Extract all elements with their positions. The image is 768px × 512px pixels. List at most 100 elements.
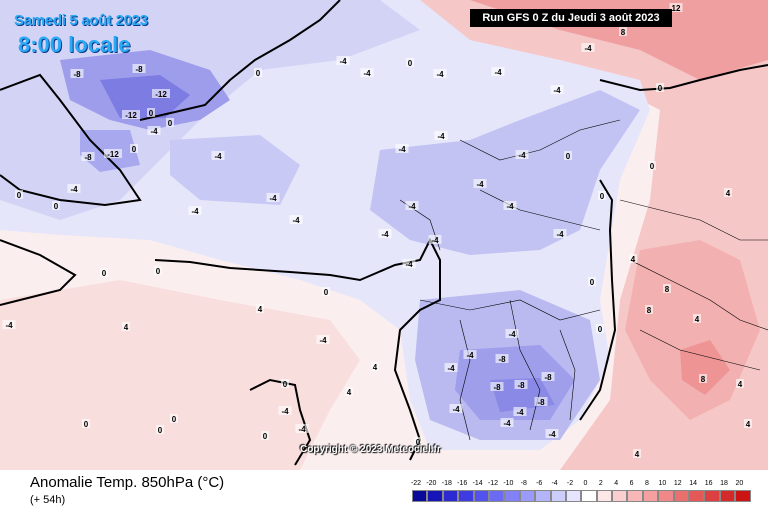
contour-label-bg (211, 151, 225, 160)
country-borders (399, 119, 768, 441)
contour-label: 0 (590, 278, 595, 287)
contour-label: -4 (452, 405, 460, 414)
contour-label: -4 (447, 364, 455, 373)
contour-label-bg (433, 69, 447, 78)
contour-label-bg (619, 27, 627, 36)
scale-tick-label: 18 (720, 480, 728, 487)
contour-label: 0 (598, 325, 603, 334)
contour-label: 0 (172, 415, 177, 424)
contour-label: 0 (156, 267, 161, 276)
anomaly-map: -8-8-12-12-12-8-400-4000-4-4-4-4-4-40-4-… (0, 0, 768, 470)
contour-label: -4 (408, 202, 416, 211)
contour-label: 0 (408, 59, 413, 68)
scale-swatch (735, 490, 751, 502)
contour-label: -4 (292, 216, 300, 225)
contour-label-bg (514, 380, 528, 389)
contour-label: -4 (5, 321, 13, 330)
contour-label: 0 (324, 288, 329, 297)
contour-label-bg (434, 131, 448, 140)
contour-label-bg (648, 161, 656, 170)
contour-label: -4 (70, 185, 78, 194)
border-line (479, 189, 601, 231)
forecast-lead-time: (+ 54h) (30, 494, 66, 506)
contour-label: 0 (132, 145, 137, 154)
contour-label-bg (256, 304, 264, 313)
contour-label: -4 (191, 207, 199, 216)
contour-label-bg (581, 43, 595, 52)
contour-label: -4 (476, 180, 484, 189)
contour-label: 0 (84, 420, 89, 429)
contour-label-bg (564, 151, 572, 160)
scale-tick-label: 4 (614, 480, 619, 487)
contour-label-bg (669, 3, 683, 12)
contour-label: -4 (553, 86, 561, 95)
contour-label: 4 (726, 189, 731, 198)
contour-label-bg (316, 335, 330, 344)
contour-label-bg (147, 126, 161, 135)
contour-label-bg (596, 324, 604, 333)
contour-label-bg (405, 201, 419, 210)
scale-tick-label: -20 (426, 480, 437, 487)
contour-label-bg (541, 372, 555, 381)
contour-label: 4 (258, 305, 263, 314)
map-title: Anomalie Temp. 850hPa (°C) (30, 474, 225, 491)
contour-label: -8 (498, 355, 506, 364)
coastline-atlantic-islands (249, 378, 312, 466)
contour-label: -4 (298, 425, 306, 434)
contour-label: -4 (319, 336, 327, 345)
contour-label-bg (147, 108, 155, 117)
contour-label-bg (553, 229, 567, 238)
contour-labels: -8-8-12-12-12-8-400-4000-4-4-4-4-4-40-4-… (2, 3, 752, 459)
scale-tick-label: 0 (583, 480, 588, 487)
contour-label: -4 (281, 407, 289, 416)
contour-label-bg (100, 268, 108, 277)
contour-label-bg (663, 284, 671, 293)
contour-label: 0 (600, 192, 605, 201)
coastline-canada (0, 239, 77, 306)
contour-label-bg (534, 397, 548, 406)
forecast-date: Samedi 5 août 2023 (14, 12, 148, 29)
contour-label-bg (513, 407, 527, 416)
contour-label-bg (289, 215, 303, 224)
scale-tick-label: -2 (566, 480, 574, 487)
contour-label: -4 (494, 68, 502, 77)
contour-label-bg (500, 418, 514, 427)
scale-tick-label: 8 (645, 480, 649, 487)
contour-label: 8 (647, 306, 652, 315)
contour-label-bg (515, 150, 529, 159)
scale-tick-label: 16 (704, 480, 713, 487)
contour-label: 0 (650, 162, 655, 171)
scale-tick-label: -14 (472, 480, 483, 487)
contour-label: -8 (135, 65, 143, 74)
contour-label-bg (378, 229, 392, 238)
contour-label-bg (598, 191, 606, 200)
contour-label: 0 (149, 109, 154, 118)
contour-label-bg (629, 254, 637, 263)
contour-label-bg (503, 201, 517, 210)
contour-label: -4 (381, 230, 389, 239)
contour-label: -8 (544, 373, 552, 382)
contour-label-bg (490, 382, 504, 391)
border-line (559, 329, 576, 421)
contour-label-bg (266, 193, 280, 202)
contour-label-bg (414, 437, 422, 446)
contour-label: 0 (416, 438, 421, 447)
contour-label: -4 (466, 351, 474, 360)
contour-label-bg (406, 58, 414, 67)
contour-label-bg (132, 64, 146, 73)
coastline-eastern-europe (579, 179, 617, 421)
contour-label: 4 (635, 450, 640, 459)
contour-label: -4 (398, 145, 406, 154)
border-line (619, 199, 768, 241)
scale-swatch (565, 490, 582, 502)
contour-label-bg (736, 379, 744, 388)
scale-tick-label: -18 (441, 480, 452, 487)
contour-label-bg (81, 152, 95, 161)
contour-label-bg (473, 179, 487, 188)
scale-tick-label: 10 (658, 480, 667, 487)
forecast-time: 8:00 locale (18, 32, 131, 57)
contour-label-bg (156, 425, 164, 434)
contour-label: -4 (518, 151, 526, 160)
contour-label-bg (345, 387, 353, 396)
